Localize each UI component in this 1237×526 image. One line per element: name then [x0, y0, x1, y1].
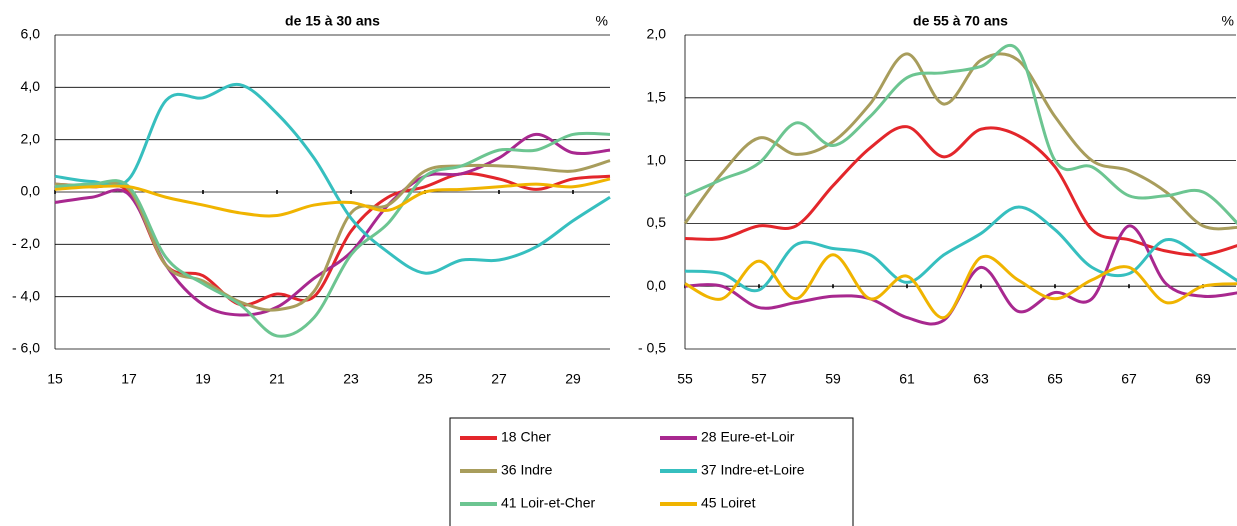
x-tick-label: 19	[195, 371, 211, 387]
chart-title: de 55 à 70 ans	[913, 13, 1008, 29]
series-line: 41 Loir-et-Cher	[54, 131, 611, 338]
x-tick-label: 27	[491, 371, 507, 387]
x-tick-label: 67	[1121, 371, 1137, 387]
y-tick-label: 2,0	[21, 130, 41, 146]
y-tick-label: - 6,0	[12, 340, 40, 356]
series-line: 37 Indre-et-Loire	[54, 82, 611, 275]
unit-label: %	[596, 13, 608, 29]
legend-label: 18 Cher	[501, 429, 551, 445]
y-tick-label: - 0,5	[638, 340, 666, 356]
chart-title: de 15 à 30 ans	[285, 13, 380, 29]
series-line: 18 Cher	[684, 125, 1237, 257]
y-tick-label: 0,0	[647, 277, 667, 293]
y-tick-label: 2,0	[647, 26, 667, 42]
series-line: 45 Loiret	[684, 253, 1237, 320]
y-tick-label: 1,0	[647, 151, 667, 167]
y-tick-label: 6,0	[21, 26, 41, 42]
x-tick-label: 15	[47, 371, 63, 387]
x-tick-label: 17	[121, 371, 137, 387]
series-line: 36 Indre	[683, 52, 1237, 231]
legend-label: 36 Indre	[501, 462, 553, 478]
y-tick-label: - 4,0	[12, 287, 40, 303]
x-tick-label: 61	[899, 371, 915, 387]
series-line: 41 Loir-et-Cher	[684, 43, 1237, 226]
legend-label: 45 Loiret	[701, 495, 756, 511]
x-tick-label: 69	[1195, 371, 1211, 387]
x-tick-label: 21	[269, 371, 285, 387]
x-tick-label: 23	[343, 371, 359, 387]
legend-box	[449, 417, 854, 526]
legend-label: 41 Loir-et-Cher	[501, 495, 595, 511]
unit-label: %	[1222, 13, 1234, 29]
series-line: 37 Indre-et-Loire	[684, 205, 1237, 293]
series-line: 45 Loiret	[54, 177, 611, 218]
y-tick-label: 0,0	[21, 183, 41, 199]
x-tick-label: 59	[825, 371, 841, 387]
legend-label: 37 Indre-et-Loire	[701, 462, 805, 478]
series-line: 36 Indre	[54, 159, 611, 312]
x-tick-label: 55	[677, 371, 693, 387]
y-tick-label: 0,5	[647, 214, 667, 230]
series-line: 28 Eure-et-Loir	[684, 224, 1237, 326]
x-tick-label: 57	[751, 371, 767, 387]
y-tick-label: 1,5	[647, 89, 667, 105]
x-tick-label: 29	[565, 371, 581, 387]
y-tick-label: 4,0	[21, 78, 41, 94]
y-tick-label: - 2,0	[12, 235, 40, 251]
legend-label: 28 Eure-et-Loir	[701, 429, 795, 445]
x-tick-label: 25	[417, 371, 433, 387]
x-tick-label: 63	[973, 371, 989, 387]
x-tick-label: 65	[1047, 371, 1063, 387]
